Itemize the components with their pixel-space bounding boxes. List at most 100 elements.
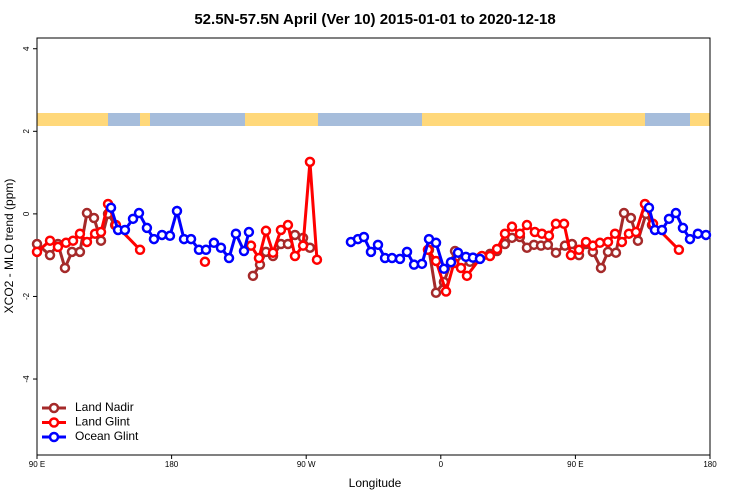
data-point	[491, 243, 503, 255]
data-point	[81, 236, 93, 248]
data-point	[610, 247, 622, 258]
data-point	[238, 245, 250, 257]
data-point	[558, 218, 570, 230]
legend-label: Land Nadir	[75, 400, 134, 414]
data-point	[452, 247, 464, 258]
legend-marker	[48, 431, 60, 443]
data-point	[565, 249, 577, 261]
data-point	[670, 207, 682, 219]
data-point	[134, 244, 146, 256]
data-point	[289, 250, 301, 262]
data-point	[215, 242, 227, 253]
data-point	[663, 213, 675, 225]
data-point	[550, 218, 562, 230]
y-tick-label: -2	[22, 292, 31, 300]
data-point	[31, 246, 43, 258]
data-point	[199, 256, 211, 268]
data-point	[594, 237, 606, 249]
data-point	[573, 244, 585, 256]
data-point	[461, 270, 473, 282]
data-point	[543, 230, 555, 242]
data-point	[700, 229, 712, 241]
data-point	[430, 255, 442, 267]
data-point	[275, 224, 287, 236]
data-point	[311, 254, 323, 265]
data-point	[223, 252, 235, 264]
data-point	[625, 212, 637, 224]
data-point	[44, 235, 56, 246]
data-point	[430, 287, 442, 298]
data-point	[618, 207, 630, 219]
data-point	[632, 235, 644, 246]
legend-label: Land Glint	[75, 415, 130, 429]
data-point	[59, 262, 71, 274]
data-point	[673, 244, 685, 256]
data-point	[445, 256, 457, 268]
data-point	[141, 222, 153, 234]
data-point	[474, 253, 486, 265]
data-point	[267, 247, 279, 258]
data-point	[416, 258, 428, 270]
data-point	[74, 246, 86, 258]
data-point	[148, 233, 160, 245]
data-point	[372, 239, 384, 251]
y-tick-label: -4	[22, 375, 31, 383]
data-point	[74, 228, 86, 239]
data-point	[44, 249, 56, 261]
series-line	[36, 161, 680, 297]
data-point	[208, 237, 220, 249]
data-point	[455, 262, 467, 274]
data-point	[394, 253, 406, 265]
y-tick-label: 4	[22, 46, 31, 51]
data-point	[521, 219, 533, 231]
data-point	[542, 239, 554, 251]
data-point	[243, 226, 255, 238]
data-point	[88, 212, 100, 224]
legend-marker	[48, 402, 60, 414]
data-point	[550, 247, 562, 258]
data-point	[245, 240, 257, 251]
x-tick-label: 90 W	[297, 460, 316, 469]
x-tick-label: 0	[439, 460, 444, 469]
data-point	[484, 250, 496, 262]
data-point	[164, 230, 176, 242]
data-point	[430, 237, 442, 249]
data-point	[499, 228, 511, 239]
data-point	[185, 233, 197, 245]
data-point	[692, 228, 704, 239]
data-point	[247, 270, 259, 282]
data-point	[171, 205, 183, 217]
x-tick-label: 90 E	[567, 460, 583, 469]
data-point	[304, 156, 316, 168]
data-point	[67, 235, 79, 246]
data-point	[440, 286, 452, 297]
data-point	[119, 224, 131, 236]
data-point	[230, 228, 242, 239]
y-axis-label: XCO2 - MLO trend (ppm)	[2, 179, 16, 314]
x-tick-label: 180	[703, 460, 717, 469]
data-point	[656, 224, 668, 236]
data-point	[609, 228, 621, 239]
x-tick-label: 90 E	[29, 460, 45, 469]
data-point	[200, 244, 212, 256]
data-point	[253, 252, 265, 264]
data-point	[260, 225, 272, 237]
data-point	[358, 231, 370, 243]
land-ocean-band	[37, 113, 710, 126]
chart-title: 52.5N-57.5N April (Ver 10) 2015-01-01 to…	[194, 11, 555, 28]
data-point	[595, 262, 607, 274]
data-point	[95, 235, 107, 246]
data-point	[105, 202, 117, 213]
data-point	[616, 236, 628, 248]
data-point	[602, 236, 614, 248]
data-point	[282, 219, 294, 231]
data-point	[127, 213, 139, 225]
data-point	[677, 222, 689, 234]
data-point	[365, 246, 377, 258]
y-tick-label: 2	[22, 129, 31, 134]
data-point	[630, 226, 642, 238]
data-point	[506, 221, 518, 232]
data-point	[95, 226, 107, 238]
data-point	[401, 246, 413, 258]
